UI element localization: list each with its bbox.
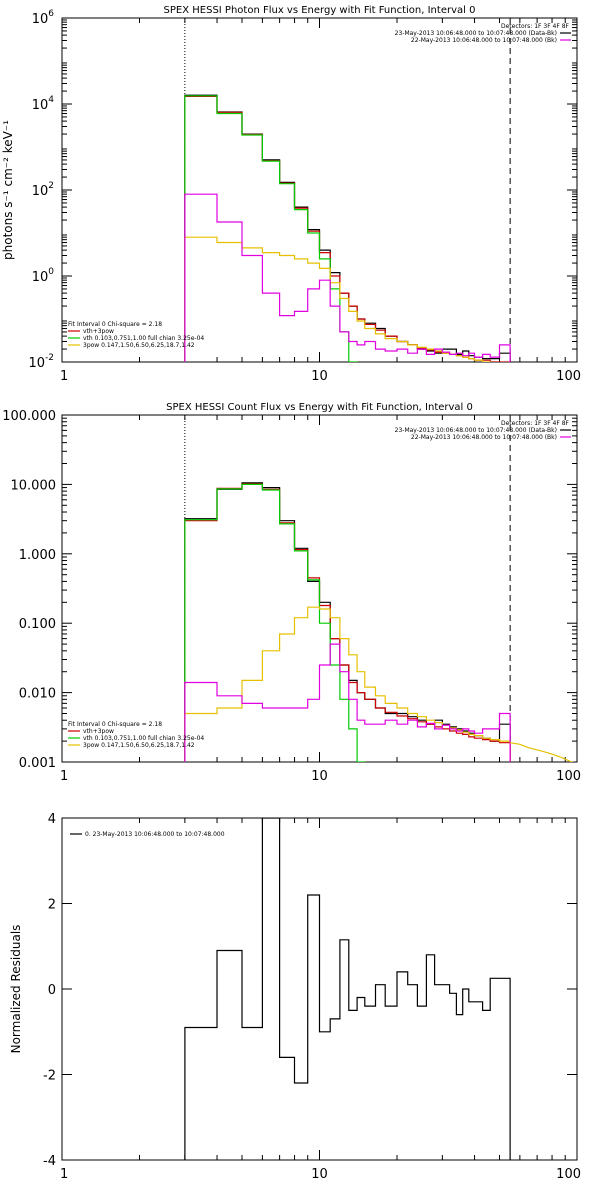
y-tick-label: 0.010 xyxy=(19,687,56,702)
y-axis-label: photons s⁻¹ cm⁻² keV⁻¹ xyxy=(1,120,15,260)
series-0-line xyxy=(184,94,511,362)
series-4-line xyxy=(184,643,511,762)
y-tick-mantissa: 10 xyxy=(28,356,45,371)
legend-right-entry: 23-May-2013 10:06:48.000 to 10:07:48.000… xyxy=(395,427,557,434)
y-tick-label: -2 xyxy=(43,1069,56,1084)
chart-title: SPEX HESSI Count Flux vs Energy with Fit… xyxy=(166,402,473,413)
y-tick-label: 100.000 xyxy=(2,409,56,424)
y-tick-label: 100 xyxy=(32,267,55,285)
fit-interval-label: Fit Interval 0 Chi-square = 2.18 xyxy=(68,321,162,328)
y-tick-label: 0.100 xyxy=(19,617,56,632)
y-tick-exponent: 2 xyxy=(48,181,54,191)
x-tick-label: 10 xyxy=(311,769,328,784)
y-tick-label: 1.000 xyxy=(19,548,56,563)
y-tick-exponent: -2 xyxy=(45,353,54,363)
legend-left-entry: vth 0.103,0.751,1.00 full chian 3.25e-04 xyxy=(83,335,204,342)
data-layer xyxy=(184,482,574,762)
series-4-line xyxy=(184,193,511,362)
data-layer xyxy=(184,94,511,362)
fit-interval-label: Fit Interval 0 Chi-square = 2.18 xyxy=(68,721,162,728)
y-tick-mantissa: 10 xyxy=(32,98,49,113)
plot-frame xyxy=(61,17,578,363)
legend-left-entry: vth+3pow xyxy=(83,728,114,735)
y-tick-mantissa: 10 xyxy=(32,12,49,27)
plot-frame xyxy=(61,414,578,763)
y-tick-label: -4 xyxy=(43,1154,56,1169)
legend-left-entry: vth 0.103,0.751,1.00 full chian 3.25e-04 xyxy=(83,735,204,742)
y-tick-label: 10-2 xyxy=(28,353,54,371)
y-tick-mantissa: 10 xyxy=(32,270,49,285)
series-2-line xyxy=(184,483,366,762)
residual-legend-entry: 0. 23-May-2013 10:06:48.000 to 10:07:48.… xyxy=(85,831,225,838)
x-tick-label: 10 xyxy=(311,1167,328,1182)
y-tick-label: 10.000 xyxy=(11,478,57,493)
y-tick-label: 2 xyxy=(48,898,56,913)
chart-title: SPEX HESSI Photon Flux vs Energy with Fi… xyxy=(164,5,476,16)
x-tick-label: 1 xyxy=(60,369,68,384)
legend-left-entry: vth+3pow xyxy=(83,328,114,335)
x-tick-label: 100 xyxy=(556,369,581,384)
series-1-line xyxy=(184,483,511,762)
series-3-line xyxy=(184,236,491,362)
x-tick-label: 100 xyxy=(556,769,581,784)
count-flux-panel: SPEX HESSI Count Flux vs Energy with Fit… xyxy=(2,402,581,784)
y-tick-exponent: 0 xyxy=(48,267,54,277)
legend-right-entry: 22-May-2013 10:06:48.000 to 10:07:48.000… xyxy=(411,37,557,44)
data-layer xyxy=(184,818,511,1160)
y-tick-exponent: 4 xyxy=(48,95,54,105)
x-tick-label: 1 xyxy=(60,769,68,784)
y-tick-label: 4 xyxy=(48,812,56,827)
residuals-panel: Normalized Residuals 1 10 100 -4 -2 0 2 4 0. 23-M… xyxy=(9,812,581,1182)
y-tick-mantissa: 10 xyxy=(32,184,49,199)
y-tick-exponent: 6 xyxy=(48,9,54,19)
x-tick-label: 100 xyxy=(556,1167,581,1182)
series-0-line xyxy=(184,818,511,1160)
y-tick-label: 0 xyxy=(48,983,56,998)
series-3-line xyxy=(184,606,511,762)
y-tick-label: 104 xyxy=(32,95,55,113)
photon-flux-panel: SPEX HESSI Photon Flux vs Energy with Fi… xyxy=(1,5,581,384)
legend-left-entry: 3pow 0.147,1.50,6.50,6.25,18.7,1.42 xyxy=(83,342,195,349)
y-tick-label: 0.001 xyxy=(19,756,56,771)
x-tick-label: 1 xyxy=(60,1167,68,1182)
y-tick-label: 106 xyxy=(32,9,55,27)
y-axis-label: Normalized Residuals xyxy=(9,925,23,1054)
y-tick-label: 102 xyxy=(32,181,54,199)
x-tick-label: 10 xyxy=(311,369,328,384)
legend-right-entry: 23-May-2013 10:06:48.000 to 10:07:48.000… xyxy=(395,30,557,37)
plot-frame xyxy=(61,817,578,1161)
series-1-line xyxy=(184,95,511,362)
detectors-label: Detectors: 1F 3F 4F 8F xyxy=(501,420,570,427)
legend-left-entry: 3pow 0.147,1.50,6.50,6.25,18.7,1.42 xyxy=(83,742,195,749)
legend-right-entry: 22-May-2013 10:06:48.000 to 10:07:48.000… xyxy=(411,434,557,441)
series-0-line xyxy=(184,482,511,762)
detectors-label: Detectors: 1F 3F 4F 8F xyxy=(501,23,570,30)
model-tail-line xyxy=(510,742,574,762)
series-2-line xyxy=(184,95,358,362)
